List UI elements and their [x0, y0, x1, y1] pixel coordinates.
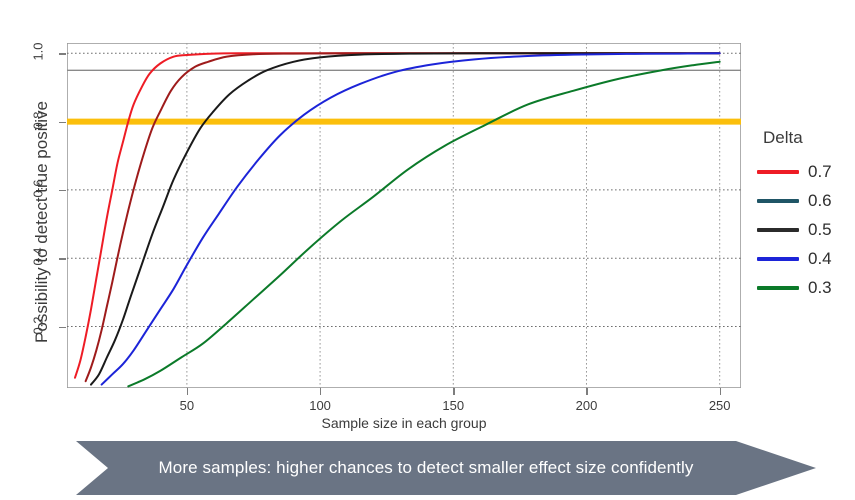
y-tick-mark — [59, 53, 66, 55]
x-tick-mark — [320, 388, 322, 395]
x-tick-label: 100 — [309, 398, 331, 413]
legend-item-delta-0.5[interactable]: 0.5 — [757, 215, 853, 244]
y-tick-mark — [59, 258, 66, 260]
x-tick-mark — [186, 388, 189, 395]
series-line-delta-0.3 — [127, 60, 721, 388]
x-tick-label: 50 — [179, 398, 195, 413]
legend: Delta 0.7 0.6 0.5 0.4 0.3 — [757, 128, 853, 302]
legend-item-delta-0.6[interactable]: 0.6 — [757, 186, 853, 215]
legend-item-delta-0.3[interactable]: 0.3 — [757, 273, 853, 302]
legend-color-swatch — [757, 256, 799, 261]
x-tick-label: 250 — [708, 398, 731, 413]
y-tick-label: 0.2 — [30, 315, 46, 335]
x-tick-mark — [586, 388, 588, 395]
legend-item-delta-0.4[interactable]: 0.4 — [757, 244, 853, 273]
legend-item-label: 0.4 — [808, 248, 832, 268]
legend-item-label: 0.3 — [808, 277, 832, 297]
legend-color-swatch — [757, 227, 799, 232]
legend-title: Delta — [763, 128, 803, 147]
y-tick-label: 0.4 — [30, 247, 46, 266]
legend-color-swatch — [757, 285, 799, 290]
x-tick-label: 200 — [575, 398, 598, 413]
legend-item-delta-0.7[interactable]: 0.7 — [757, 157, 853, 186]
y-tick-mark — [59, 121, 66, 123]
legend-item-label: 0.7 — [808, 161, 832, 181]
x-axis-title: Sample size in each group — [321, 415, 487, 431]
x-tick-mark — [453, 388, 455, 395]
legend-item-label: 0.6 — [808, 190, 832, 210]
legend-item-label: 0.5 — [808, 219, 832, 239]
power-curves-svg — [67, 43, 741, 388]
y-tick-mark — [59, 189, 66, 192]
y-tick-label: 0.8 — [30, 111, 46, 130]
y-tick-mark — [59, 326, 66, 328]
x-tick-label: 150 — [442, 398, 465, 413]
plot-frame — [67, 43, 741, 388]
legend-color-swatch — [757, 198, 799, 203]
y-tick-label: 0.6 — [30, 179, 46, 198]
plot-area — [67, 43, 741, 388]
series-line-delta-0.4 — [100, 52, 721, 386]
y-tick-label: 1.0 — [30, 42, 46, 61]
arrow-shape-icon — [76, 441, 816, 495]
series-line-delta-0.5 — [89, 52, 721, 386]
x-tick-mark — [719, 388, 722, 395]
legend-color-swatch — [757, 169, 799, 174]
annotation-arrow-banner: More samples: higher chances to detect s… — [76, 441, 816, 495]
legend-items: 0.7 0.6 0.5 0.4 0.3 — [757, 157, 853, 302]
